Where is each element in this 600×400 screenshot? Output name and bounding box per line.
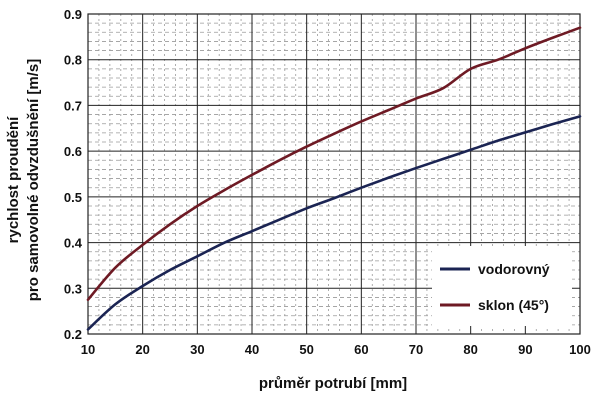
legend: vodorovný sklon (45°) xyxy=(432,246,572,326)
y-tick-labels: 0.2 0.3 0.4 0.5 0.6 0.7 0.8 0.9 xyxy=(64,7,83,342)
y-tick-label: 0.6 xyxy=(64,144,82,159)
y-tick-label: 0.3 xyxy=(64,281,82,296)
legend-box xyxy=(432,246,572,326)
minor-grid xyxy=(88,14,580,334)
x-tick-labels: 10 20 30 40 50 60 70 80 90 100 xyxy=(81,342,591,357)
y-tick-label: 0.2 xyxy=(64,327,82,342)
x-tick-label: 90 xyxy=(518,342,532,357)
series-line-1 xyxy=(86,26,582,302)
x-tick-label: 10 xyxy=(81,342,95,357)
x-tick-label: 60 xyxy=(354,342,368,357)
x-tick-label: 20 xyxy=(135,342,149,357)
series-layer xyxy=(86,26,582,331)
y-tick-label: 0.8 xyxy=(64,53,82,68)
x-tick-label: 70 xyxy=(409,342,423,357)
x-tick-label: 100 xyxy=(569,342,591,357)
y-tick-label: 0.4 xyxy=(64,236,83,251)
y-tick-label: 0.5 xyxy=(64,190,82,205)
x-tick-label: 30 xyxy=(190,342,204,357)
plot-frame xyxy=(87,13,581,335)
y-tick-label: 0.9 xyxy=(64,7,82,22)
y-tick-label: 0.7 xyxy=(64,98,82,113)
x-tick-label: 80 xyxy=(463,342,477,357)
x-tick-label: 40 xyxy=(245,342,259,357)
legend-label-sklon: sklon (45°) xyxy=(478,297,549,313)
x-axis-title: průměr potrubí [mm] xyxy=(259,375,407,392)
legend-label-vodorovny: vodorovný xyxy=(478,261,550,277)
y-axis-title-line2: pro samovolné odvzdušnění [m/s] xyxy=(25,59,42,302)
x-tick-label: 50 xyxy=(299,342,313,357)
series-line-0 xyxy=(86,115,582,331)
y-axis-title-line1: rychlost proudění xyxy=(5,116,22,244)
